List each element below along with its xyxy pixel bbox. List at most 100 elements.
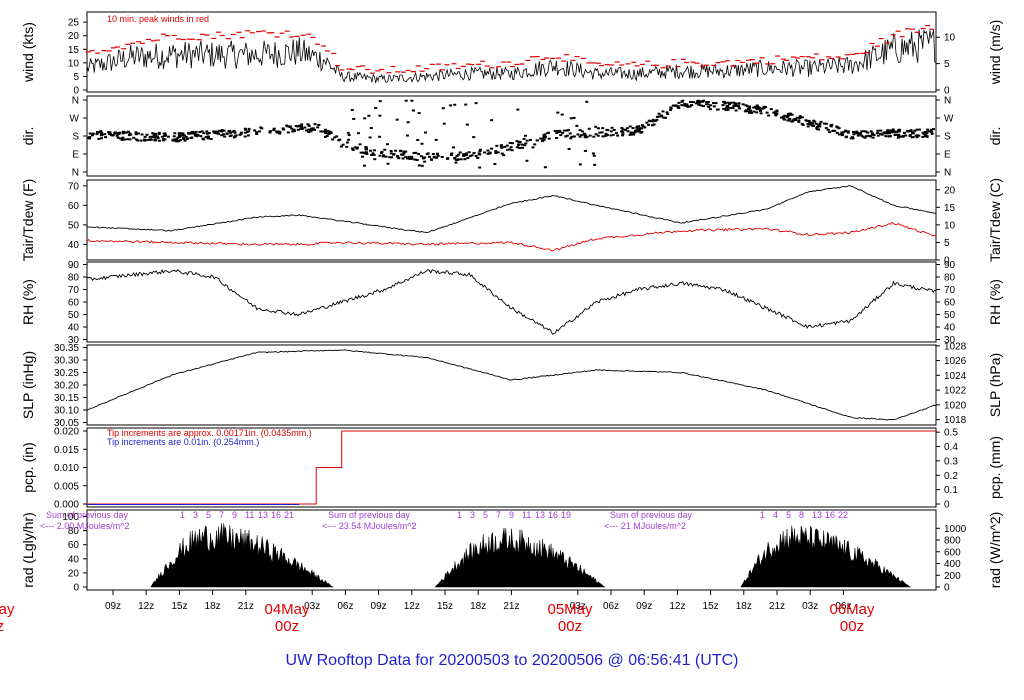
rad-hour-mark: 22: [838, 510, 848, 520]
panel-frame-1: [86, 95, 937, 177]
rad-annotation-sub-0: <--- 2.00 MJoules/m^2: [40, 521, 130, 531]
rad-annotation-2: Sum of previous day: [610, 510, 693, 520]
ytick-right-label-pcp-5: 0.5: [944, 428, 958, 439]
ytick-right-label-pcp-0: 0: [944, 500, 950, 511]
ytick-right-label-wind-2: 10: [944, 33, 956, 44]
ytick-right-label-temp-0: 0: [944, 256, 950, 267]
ytick-label-wind-5: 25: [68, 18, 80, 29]
xtick-label: 18z: [736, 601, 752, 612]
ytick-right-label-pcp-4: 0.4: [944, 442, 958, 453]
xtick-label: 06z: [337, 601, 353, 612]
ytick-label-dir-1: E: [72, 150, 79, 161]
ytick-right-label-rh-5: 80: [944, 273, 956, 284]
ytick-label-rad-5: 100: [62, 512, 79, 523]
ylabel-right-4: SLP (hPa): [987, 353, 1003, 417]
ytick-label-slp-4: 30.25: [54, 368, 79, 379]
footer-title: UW Rooftop Data for 20200503 to 20200506…: [286, 652, 739, 669]
ytick-label-slp-6: 30.35: [54, 343, 79, 354]
ytick-right-label-rh-6: 90: [944, 260, 956, 271]
ytick-label-pcp-3: 0.015: [54, 445, 79, 456]
ytick-label-pcp-2: 0.010: [54, 463, 79, 474]
ytick-right-label-pcp-1: 0.1: [944, 485, 958, 496]
rad-hour-mark: 16: [825, 510, 835, 520]
ytick-label-pcp-4: 0.020: [54, 427, 79, 438]
ytick-right-label-rh-3: 60: [944, 298, 956, 309]
day-label: 03May: [0, 601, 15, 618]
ytick-right-label-wind-0: 0: [944, 86, 950, 97]
day-label: 04May: [264, 601, 310, 618]
rad-hour-mark: 9: [509, 510, 514, 520]
ytick-label-wind-4: 20: [68, 31, 80, 42]
xtick-label: 18z: [470, 601, 486, 612]
ytick-label-dir-3: W: [70, 114, 80, 125]
ytick-right-label-slp-0: 1018: [944, 415, 967, 426]
rad-hour-mark: 5: [483, 510, 488, 520]
ytick-right-label-rad-0: 0: [944, 583, 950, 594]
rad-hour-mark: 1: [457, 510, 462, 520]
xtick-label: 03z: [802, 601, 818, 612]
rad-hour-mark: 3: [193, 510, 198, 520]
ytick-label-temp-0: 40: [68, 240, 80, 251]
rad-hour-mark: 8: [799, 510, 804, 520]
ytick-right-label-slp-3: 1024: [944, 371, 967, 382]
ytick-right-label-slp-2: 1022: [944, 386, 967, 397]
ytick-label-rh-2: 50: [68, 310, 80, 321]
rad-hour-mark: 1: [180, 510, 185, 520]
ytick-label-rad-0: 0: [73, 583, 79, 594]
ytick-label-rh-3: 60: [68, 298, 80, 309]
rad-annotation-0: Sum of previous day: [46, 510, 129, 520]
ytick-label-slp-0: 30.05: [54, 418, 79, 429]
ytick-right-label-dir-0: N: [944, 168, 951, 179]
ytick-label-rad-4: 80: [68, 526, 80, 537]
day-hour-label: 00z: [0, 618, 4, 635]
ytick-label-dir-4: N: [72, 96, 79, 107]
rad-hour-mark: 16: [271, 510, 281, 520]
ytick-right-label-pcp-3: 0.3: [944, 456, 958, 467]
ytick-right-label-dir-3: W: [944, 114, 954, 125]
pcp-annotation-red: Tip increments are approx. 0.00171in. (0…: [107, 428, 312, 438]
ytick-label-rh-6: 90: [68, 260, 80, 271]
ytick-right-label-rad-1: 200: [944, 571, 961, 582]
xtick-label: 12z: [404, 601, 420, 612]
ytick-label-rad-2: 40: [68, 554, 80, 565]
xtick-label: 15z: [437, 601, 453, 612]
xtick-label: 09z: [105, 601, 121, 612]
ytick-right-label-temp-4: 20: [944, 185, 956, 196]
day-hour-label: 00z: [840, 618, 864, 635]
ytick-right-label-rad-3: 600: [944, 547, 961, 558]
ylabel-right-3: RH (%): [987, 279, 1003, 325]
panel-frame-2: [86, 179, 937, 261]
rad-day-2: [740, 525, 912, 588]
ylabel-left-5: pcp. (in): [20, 442, 36, 493]
xtick-label: 06z: [835, 601, 851, 612]
xtick-label: 21z: [769, 601, 785, 612]
xtick-label: 18z: [205, 601, 221, 612]
ytick-label-slp-1: 30.10: [54, 406, 79, 417]
day-label: 05May: [547, 601, 593, 618]
day-label: 06May: [829, 601, 875, 618]
rad-hour-mark: 16: [548, 510, 558, 520]
panel-frame-4: [86, 344, 937, 426]
series-wind-mean: [86, 29, 937, 83]
ytick-right-label-pcp-2: 0.2: [944, 471, 958, 482]
ytick-right-label-slp-4: 1026: [944, 356, 967, 367]
series-rh: [86, 268, 937, 335]
ytick-right-label-slp-1: 1020: [944, 400, 967, 411]
ytick-right-label-rh-2: 50: [944, 310, 956, 321]
xtick-label: 03z: [570, 601, 586, 612]
ytick-right-label-rad-5: 1000: [944, 524, 967, 535]
panel-frame-0: [86, 11, 937, 93]
ylabel-right-6: rad (W/m^2): [987, 512, 1003, 589]
xtick-label: 21z: [503, 601, 519, 612]
ytick-right-label-rh-4: 70: [944, 285, 956, 296]
xtick-label: 03z: [304, 601, 320, 612]
xtick-label: 15z: [703, 601, 719, 612]
ytick-label-rh-5: 80: [68, 273, 80, 284]
rad-annotation-sub-1: <--- 23.54 MJoules/m^2: [322, 521, 417, 531]
rad-annotation-sub-2: <--- 21 MJoules/m^2: [604, 521, 686, 531]
rad-hour-mark: 5: [206, 510, 211, 520]
ylabel-right-5: pcp. (mm): [987, 436, 1003, 499]
ytick-label-temp-2: 60: [68, 201, 80, 212]
rad-hour-mark: 9: [232, 510, 237, 520]
ytick-label-rad-1: 20: [68, 568, 80, 579]
